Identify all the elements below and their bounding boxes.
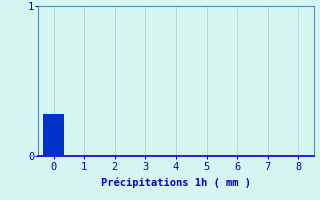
Bar bbox=[43, 114, 64, 156]
X-axis label: Précipitations 1h ( mm ): Précipitations 1h ( mm ) bbox=[101, 177, 251, 188]
